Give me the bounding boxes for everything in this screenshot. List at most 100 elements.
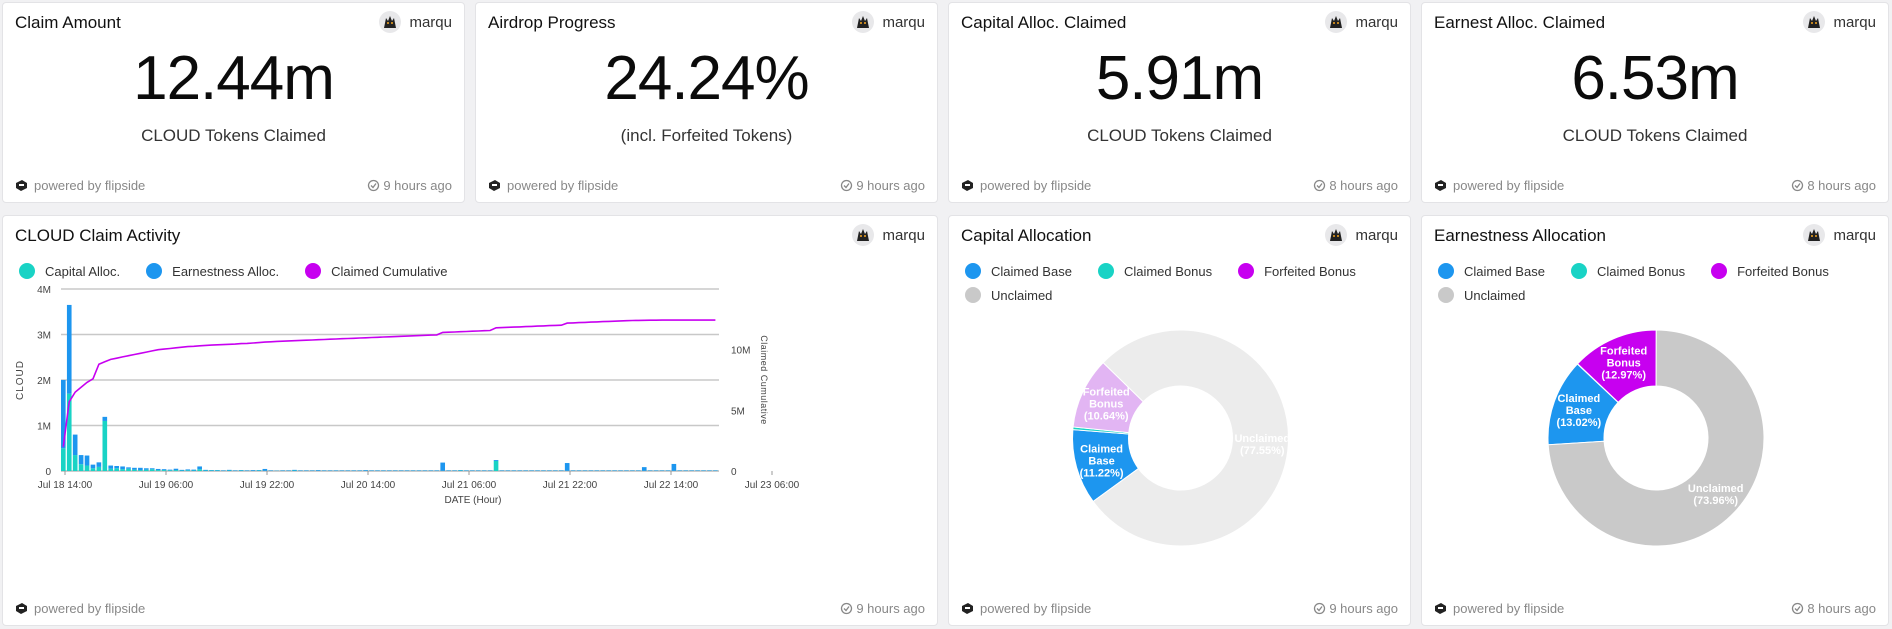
card-title: Airdrop Progress: [488, 13, 616, 32]
chart-legend: Capital Alloc. Earnestness Alloc. Claime…: [19, 263, 473, 279]
updated-time: 8 hours ago: [1791, 601, 1876, 616]
y2-tick-label: 5M: [731, 406, 745, 417]
bar-earnestness: [564, 463, 570, 471]
bar-earnestness: [197, 466, 202, 470]
bar-earnestness: [120, 466, 125, 470]
bar-capital: [143, 469, 149, 471]
metric-value: 5.91m: [1095, 44, 1264, 113]
bar-earnestness: [250, 470, 256, 471]
metric-value: 24.24%: [604, 44, 809, 113]
author[interactable]: marqu: [1803, 224, 1876, 246]
powered-by-link[interactable]: powered by flipside: [1434, 178, 1564, 193]
bar-earnestness: [72, 434, 78, 456]
donut-slice: [1547, 329, 1765, 547]
stat-card-capital-claimed[interactable]: Capital Alloc. Claimed marqu 5.91m CLOUD…: [948, 2, 1411, 203]
legend-item-claimed-base[interactable]: Claimed Base: [965, 263, 1072, 279]
legend-dot: [146, 263, 163, 279]
powered-by-link[interactable]: powered by flipside: [488, 178, 618, 193]
stat-card-airdrop-progress[interactable]: Airdrop Progress marqu 24.24% (incl. For…: [475, 2, 938, 203]
flipside-logo-icon: [489, 180, 500, 191]
x-tick-label: Jul 19 06:00: [139, 480, 194, 491]
y-tick-label: 2M: [37, 376, 51, 387]
legend-label: Forfeited Bonus: [1264, 263, 1356, 279]
refresh-check-icon: [368, 179, 380, 192]
x-tick-label: Jul 21 06:00: [442, 480, 497, 491]
powered-by-link[interactable]: powered by flipside: [15, 178, 145, 193]
author[interactable]: marqu: [1325, 11, 1398, 33]
stat-card-earnest-claimed[interactable]: Earnest Alloc. Claimed marqu 6.53m CLOUD…: [1421, 2, 1889, 203]
powered-by-text: powered by flipside: [980, 178, 1092, 193]
y-tick-label: 3M: [37, 331, 51, 342]
updated-text: 9 hours ago: [1329, 601, 1398, 616]
updated-text: 8 hours ago: [1807, 178, 1876, 193]
legend-item-unclaimed[interactable]: Unclaimed: [965, 287, 1052, 303]
bar-earnestness: [315, 470, 321, 471]
legend-item-claimed-base[interactable]: Claimed Base: [1438, 263, 1545, 279]
bar-earnestness: [66, 304, 72, 394]
updated-time: 9 hours ago: [840, 178, 925, 193]
card-title: CLOUD Claim Activity: [15, 226, 181, 245]
author-name: marqu: [1833, 226, 1876, 244]
claim-activity-chart[interactable]: 0 1M 2M 3M 4M 0 5M 10M CLOUD Claimed Cumulative Ju…: [3, 281, 939, 601]
author-name: marqu: [1355, 13, 1398, 31]
bar-earnestness: [203, 469, 208, 471]
updated-text: 9 hours ago: [383, 178, 452, 193]
author[interactable]: marqu: [852, 224, 925, 246]
bar-earnestness: [102, 416, 108, 421]
bar-capital: [72, 455, 78, 471]
claim-activity-card[interactable]: CLOUD Claim Activity marqu Capital Alloc…: [2, 215, 938, 626]
bar-earnestness: [191, 469, 197, 471]
y2-tick-label: 0: [731, 467, 737, 478]
capital-allocation-card[interactable]: Capital Allocation marqu Claimed Base Cl…: [948, 215, 1411, 626]
slice-label: Base: [1566, 405, 1592, 417]
powered-by-link[interactable]: powered by flipside: [1434, 601, 1564, 616]
author[interactable]: marqu: [379, 11, 452, 33]
bar-earnestness: [126, 467, 131, 469]
legend-item-claimed-bonus[interactable]: Claimed Bonus: [1097, 263, 1212, 279]
bar-capital: [161, 470, 167, 471]
bar-earnestness: [96, 462, 102, 467]
powered-by-link[interactable]: powered by flipside: [15, 601, 145, 616]
legend-item-forfeited-bonus[interactable]: Forfeited Bonus: [1238, 263, 1356, 279]
legend-item-earnestness[interactable]: Earnestness Alloc.: [146, 263, 279, 279]
legend-dot: [1238, 263, 1255, 279]
powered-by-text: powered by flipside: [507, 178, 619, 193]
avatar-icon: [1803, 224, 1826, 246]
avatar-icon: [852, 11, 875, 33]
earnestness-allocation-card[interactable]: Earnestness Allocation marqu Claimed Bas…: [1421, 215, 1889, 626]
legend-dot: [1570, 263, 1587, 279]
stat-card-claim-amount[interactable]: Claim Amount marqu 12.44m CLOUD Tokens C…: [2, 2, 465, 203]
powered-by-link[interactable]: powered by flipside: [961, 601, 1091, 616]
legend-label: Claimed Cumulative: [331, 263, 448, 279]
legend-label: Unclaimed: [1464, 287, 1526, 303]
legend-label: Claimed Bonus: [1596, 263, 1686, 279]
updated-text: 9 hours ago: [856, 178, 925, 193]
legend-label: Claimed Base: [991, 263, 1072, 279]
y-axis-label: CLOUD: [15, 360, 26, 400]
bar-earnestness: [363, 470, 368, 471]
legend-item-forfeited-bonus[interactable]: Forfeited Bonus: [1711, 263, 1829, 279]
author[interactable]: marqu: [852, 11, 925, 33]
legend-item-unclaimed[interactable]: Unclaimed: [1438, 287, 1525, 303]
card-title: Earnestness Allocation: [1434, 226, 1606, 245]
legend-item-capital[interactable]: Capital Alloc.: [19, 263, 120, 279]
metric-value: 12.44m: [133, 44, 335, 113]
author[interactable]: marqu: [1325, 224, 1398, 246]
legend-item-cumulative[interactable]: Claimed Cumulative: [305, 263, 447, 279]
flipside-logo-icon: [962, 180, 973, 191]
powered-by-link[interactable]: powered by flipside: [961, 178, 1091, 193]
chart-legend: Claimed Base Claimed Bonus Forfeited Bon…: [965, 263, 1405, 303]
updated-text: 8 hours ago: [1329, 178, 1398, 193]
legend-dot: [1438, 287, 1454, 303]
metric-subtitle: CLOUD Tokens Claimed: [1087, 126, 1272, 145]
card-title: Capital Alloc. Claimed: [961, 13, 1127, 32]
author[interactable]: marqu: [1803, 11, 1876, 33]
updated-time: 9 hours ago: [840, 601, 925, 616]
legend-item-claimed-bonus[interactable]: Claimed Bonus: [1570, 263, 1686, 279]
y-tick-label: 1M: [37, 422, 51, 433]
card-title: Capital Allocation: [961, 226, 1092, 245]
refresh-check-icon: [1792, 602, 1804, 615]
legend-dot: [1711, 263, 1728, 279]
